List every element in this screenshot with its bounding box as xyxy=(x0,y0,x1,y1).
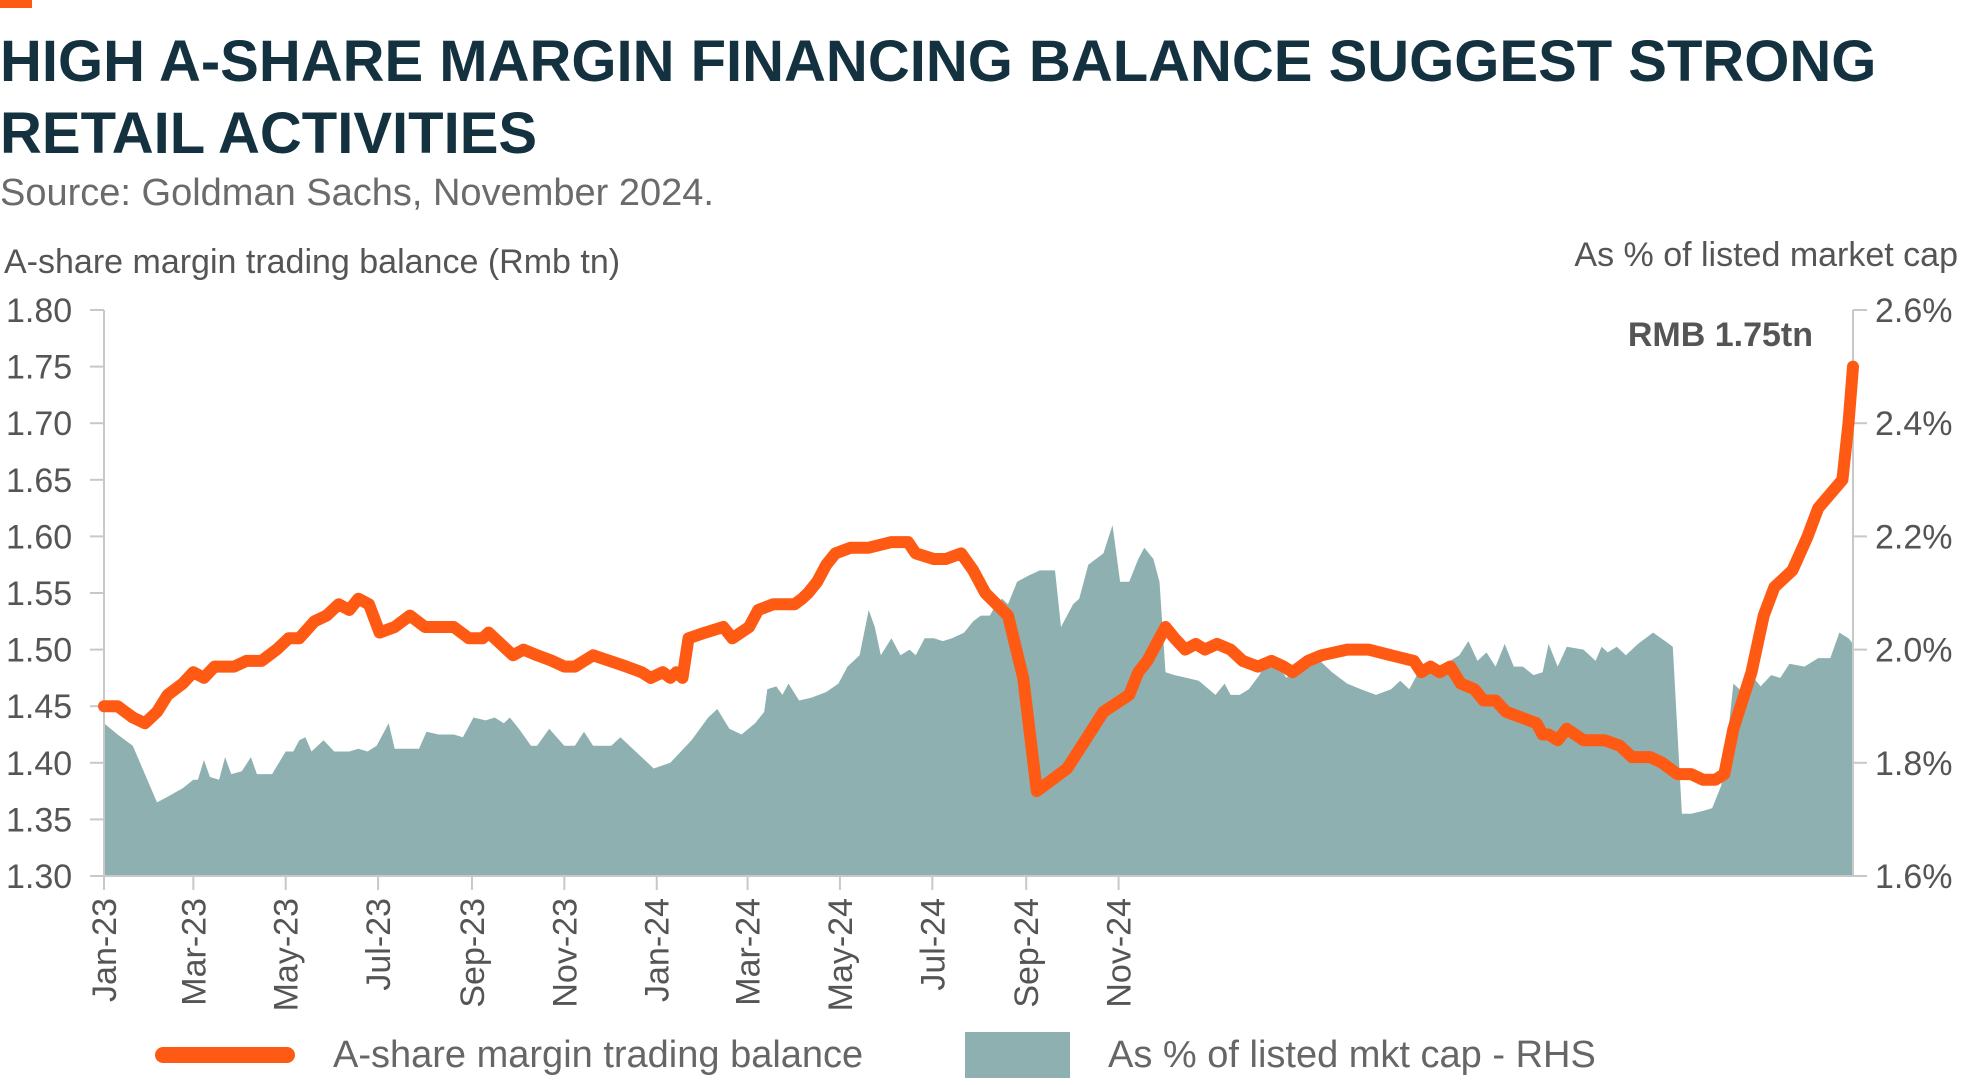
line-series-margin-balance xyxy=(98,360,1859,798)
x-tick-label: May-23 xyxy=(268,898,306,1011)
right-tick-label: 2.2% xyxy=(1875,518,1953,556)
legend-item-margin-balance: A-share margin trading balance xyxy=(155,1030,863,1080)
x-tick-label: Mar-24 xyxy=(730,898,768,1006)
left-tick-label: 1.75 xyxy=(6,349,72,387)
accent-bar xyxy=(0,0,32,8)
annotation-label: RMB 1.75tn xyxy=(1628,316,1813,354)
x-tick-label: Nov-24 xyxy=(1101,898,1139,1008)
left-tick-label: 1.30 xyxy=(6,858,72,896)
left-tick-label: 1.50 xyxy=(6,632,72,670)
left-axis-label: A-share margin trading balance (Rmb tn) xyxy=(4,243,620,281)
x-tick-label: Jan-24 xyxy=(639,898,677,1002)
legend-swatch-line xyxy=(155,1047,295,1063)
right-tick-label: 2.4% xyxy=(1875,405,1953,443)
legend-label-mkt-cap: As % of listed mkt cap - RHS xyxy=(1108,1033,1596,1076)
right-tick-label: 2.0% xyxy=(1875,632,1953,670)
x-tick-label: Jul-24 xyxy=(914,898,952,991)
left-tick-label: 1.65 xyxy=(6,462,72,500)
legend: A-share margin trading balance As % of l… xyxy=(155,1030,1855,1080)
x-tick-label: Sep-24 xyxy=(1008,898,1046,1008)
source-note: Source: Goldman Sachs, November 2024. xyxy=(0,172,714,214)
x-tick-label: Sep-23 xyxy=(454,898,492,1008)
x-tick-label: Jul-23 xyxy=(360,898,398,991)
area-series-mkt-cap xyxy=(104,525,1853,876)
x-tick-label: May-24 xyxy=(822,898,860,1011)
left-tick-label: 1.80 xyxy=(6,292,72,330)
legend-item-mkt-cap: As % of listed mkt cap - RHS xyxy=(965,1030,1596,1080)
x-tick-label: Mar-23 xyxy=(175,898,213,1006)
left-tick-label: 1.60 xyxy=(6,518,72,556)
x-tick-label: Jan-23 xyxy=(86,898,124,1002)
line-series-group xyxy=(98,360,1859,798)
legend-swatch-area xyxy=(965,1032,1070,1078)
area-series-group xyxy=(104,525,1853,876)
left-tick-label: 1.55 xyxy=(6,575,72,613)
chart-area: A-share margin trading balance (Rmb tn) … xyxy=(4,236,1958,1011)
legend-label-margin-balance: A-share margin trading balance xyxy=(333,1033,864,1076)
x-tick-label: Nov-23 xyxy=(546,898,584,1008)
left-tick-label: 1.45 xyxy=(6,688,72,726)
left-tick-label: 1.40 xyxy=(6,745,72,783)
left-tick-label: 1.35 xyxy=(6,801,72,839)
chart-title: HIGH A-SHARE MARGIN FINANCING BALANCE SU… xyxy=(0,29,1877,166)
left-tick-label: 1.70 xyxy=(6,405,72,443)
right-tick-label: 1.6% xyxy=(1875,858,1953,896)
right-axis-label: As % of listed market cap xyxy=(1574,236,1958,274)
axes-group: 1.30 1.35 1.40 1.45 1.50 1.55 1.60 1.65 1.70 1.75… xyxy=(6,292,1953,1011)
right-tick-label: 2.6% xyxy=(1875,292,1953,330)
right-tick-label: 1.8% xyxy=(1875,745,1953,783)
